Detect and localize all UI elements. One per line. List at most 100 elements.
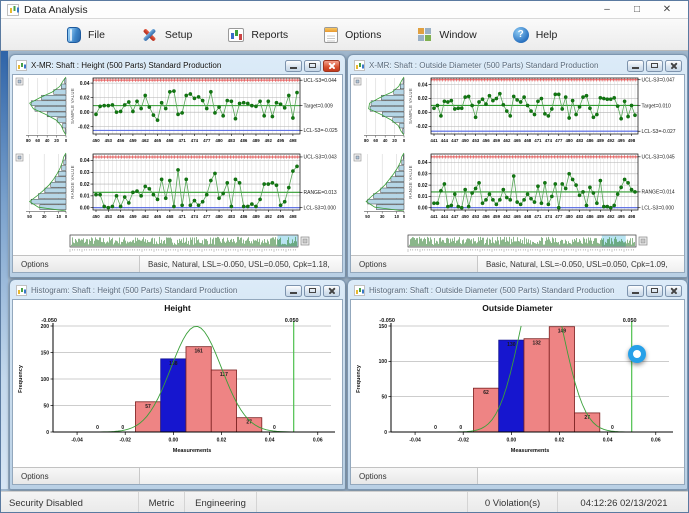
window-xmr-outside-diameter[interactable]: X-MR: Shaft : Outside Diameter (500 Part… bbox=[347, 54, 688, 278]
svg-text:456: 456 bbox=[482, 214, 490, 219]
close-button[interactable] bbox=[323, 284, 340, 297]
svg-text:0.04: 0.04 bbox=[80, 158, 90, 164]
window-options-bar: Options Basic, Natural, LSL=-0.050, USL=… bbox=[351, 255, 684, 272]
svg-text:465: 465 bbox=[154, 214, 162, 219]
svg-text:489: 489 bbox=[597, 214, 605, 219]
status-bar: Security Disabled Metric Engineering 0 V… bbox=[1, 491, 688, 512]
window-titlebar[interactable]: X-MR: Shaft : Height (500 Parts) Standar… bbox=[12, 57, 343, 74]
maximize-button[interactable] bbox=[304, 59, 321, 72]
statusbar-spacer bbox=[257, 492, 468, 512]
svg-text:80: 80 bbox=[364, 138, 369, 143]
close-button[interactable] bbox=[665, 284, 682, 297]
svg-text:UCL-S3=0.043: UCL-S3=0.043 bbox=[304, 155, 337, 161]
window-histogram-outside-diameter[interactable]: Histogram: Shaft : Outside Diameter (500… bbox=[347, 279, 688, 490]
close-icon[interactable]: ✕ bbox=[662, 4, 672, 15]
svg-text:462: 462 bbox=[142, 138, 150, 143]
svg-text:Measurements: Measurements bbox=[173, 448, 212, 454]
maximize-button[interactable] bbox=[646, 284, 663, 297]
window-titlebar[interactable]: Histogram: Shaft : Outside Diameter (500… bbox=[350, 282, 685, 299]
svg-text:0.00: 0.00 bbox=[80, 110, 90, 116]
minimize-button[interactable] bbox=[627, 284, 644, 297]
chart-stats: Basic, Natural, LSL=-0.050, USL=0.050, C… bbox=[477, 256, 684, 272]
svg-text:50: 50 bbox=[365, 214, 370, 219]
options-button[interactable]: Options bbox=[21, 259, 49, 269]
minimize-button[interactable] bbox=[285, 284, 302, 297]
svg-text:SAMPLE VALUE: SAMPLE VALUE bbox=[408, 88, 413, 124]
svg-text:465: 465 bbox=[154, 138, 162, 143]
svg-text:-0.050: -0.050 bbox=[41, 318, 57, 324]
maximize-button[interactable] bbox=[304, 284, 321, 297]
svg-text:0.04: 0.04 bbox=[265, 438, 275, 444]
svg-text:492: 492 bbox=[607, 138, 615, 143]
toolbar-options-button[interactable]: Options bbox=[314, 24, 391, 46]
svg-text:459: 459 bbox=[129, 138, 137, 143]
svg-text:50: 50 bbox=[27, 214, 32, 219]
app-titlebar[interactable]: Data Analysis – □ ✕ bbox=[1, 1, 688, 19]
chart-title: Height bbox=[164, 303, 191, 313]
svg-text:RANGE=0.013: RANGE=0.013 bbox=[304, 190, 337, 196]
minimize-button[interactable] bbox=[627, 59, 644, 72]
svg-text:453: 453 bbox=[105, 138, 113, 143]
svg-text:492: 492 bbox=[607, 214, 615, 219]
app-title: Data Analysis bbox=[24, 3, 88, 16]
window-titlebar[interactable]: X-MR: Shaft : Outside Diameter (500 Part… bbox=[350, 57, 685, 74]
svg-text:0: 0 bbox=[434, 425, 437, 431]
toolbar-help-button[interactable]: Help bbox=[503, 24, 568, 46]
histogram-chart-area[interactable]: 0 50 100 150 0 0 62 130 132 149 27 0 -0.04 -0.02 0.00 0… bbox=[351, 314, 684, 467]
svg-text:161: 161 bbox=[194, 349, 203, 355]
svg-text:-0.02: -0.02 bbox=[416, 124, 428, 130]
svg-text:80: 80 bbox=[26, 138, 31, 143]
svg-text:LCL-S3=-0.027: LCL-S3=-0.027 bbox=[642, 129, 676, 135]
svg-text:459: 459 bbox=[493, 214, 501, 219]
xmr-chart-area[interactable]: 80 60 40 20 0 SAMPLE VALUE 0.04 0.02 0.00 -0.02 44… bbox=[351, 75, 684, 255]
toolbar-file-label: File bbox=[88, 28, 105, 41]
xmr-chart-area[interactable]: 80 60 40 20 0 SAMPLE VALUE 0.04 0.02 0.00 -0.02 45… bbox=[13, 75, 342, 255]
options-button[interactable]: Options bbox=[359, 471, 387, 481]
svg-text:474: 474 bbox=[545, 138, 553, 143]
svg-text:LCL-S3=0.000: LCL-S3=0.000 bbox=[642, 206, 675, 212]
toolbar-window-button[interactable]: Window bbox=[407, 24, 486, 45]
options-button[interactable]: Options bbox=[359, 259, 387, 269]
mdi-scrollbar[interactable] bbox=[1, 51, 8, 489]
maximize-icon[interactable]: □ bbox=[633, 4, 641, 15]
svg-text:20: 20 bbox=[392, 138, 397, 143]
window-icon bbox=[417, 27, 432, 42]
svg-text:489: 489 bbox=[597, 138, 605, 143]
close-button[interactable] bbox=[665, 59, 682, 72]
svg-text:0: 0 bbox=[384, 430, 387, 436]
toolbar-reports-button[interactable]: Reports bbox=[218, 25, 298, 45]
svg-text:495: 495 bbox=[277, 138, 285, 143]
svg-text:10: 10 bbox=[394, 214, 399, 219]
file-icon bbox=[67, 26, 81, 43]
svg-text:486: 486 bbox=[240, 214, 248, 219]
window-title: X-MR: Shaft : Height (500 Parts) Standar… bbox=[31, 61, 222, 70]
window-xmr-height[interactable]: X-MR: Shaft : Height (500 Parts) Standar… bbox=[9, 54, 346, 278]
minimize-button[interactable] bbox=[285, 59, 302, 72]
toolbar-setup-button[interactable]: Setup bbox=[131, 23, 202, 46]
svg-text:-0.02: -0.02 bbox=[458, 438, 470, 444]
svg-text:471: 471 bbox=[178, 214, 186, 219]
svg-text:0: 0 bbox=[65, 138, 68, 143]
svg-text:480: 480 bbox=[565, 214, 573, 219]
histogram-chart-area[interactable]: 0 50 100 150 200 0 0 57 138 161 117 27 0 -0.04 -0.02 0.… bbox=[13, 314, 342, 467]
svg-text:489: 489 bbox=[252, 138, 260, 143]
svg-text:495: 495 bbox=[277, 214, 285, 219]
svg-text:453: 453 bbox=[472, 138, 480, 143]
svg-text:477: 477 bbox=[203, 138, 211, 143]
close-button[interactable] bbox=[323, 59, 340, 72]
svg-text:0.00: 0.00 bbox=[168, 438, 178, 444]
svg-text:RANGE VALUE: RANGE VALUE bbox=[408, 165, 413, 199]
histogram-canvas: 0 50 100 150 0 0 62 130 132 149 27 0 -0.04 -0.02 0.00 0… bbox=[356, 318, 673, 454]
svg-text:453: 453 bbox=[105, 214, 113, 219]
window-title: Histogram: Shaft : Height (500 Parts) St… bbox=[31, 286, 238, 295]
svg-text:486: 486 bbox=[586, 138, 594, 143]
window-histogram-height[interactable]: Histogram: Shaft : Height (500 Parts) St… bbox=[9, 279, 346, 490]
toolbar-file-button[interactable]: File bbox=[57, 24, 115, 46]
svg-text:450: 450 bbox=[462, 214, 470, 219]
options-button[interactable]: Options bbox=[21, 471, 49, 481]
minimize-icon[interactable]: – bbox=[604, 4, 610, 15]
maximize-button[interactable] bbox=[646, 59, 663, 72]
window-titlebar[interactable]: Histogram: Shaft : Height (500 Parts) St… bbox=[12, 282, 343, 299]
